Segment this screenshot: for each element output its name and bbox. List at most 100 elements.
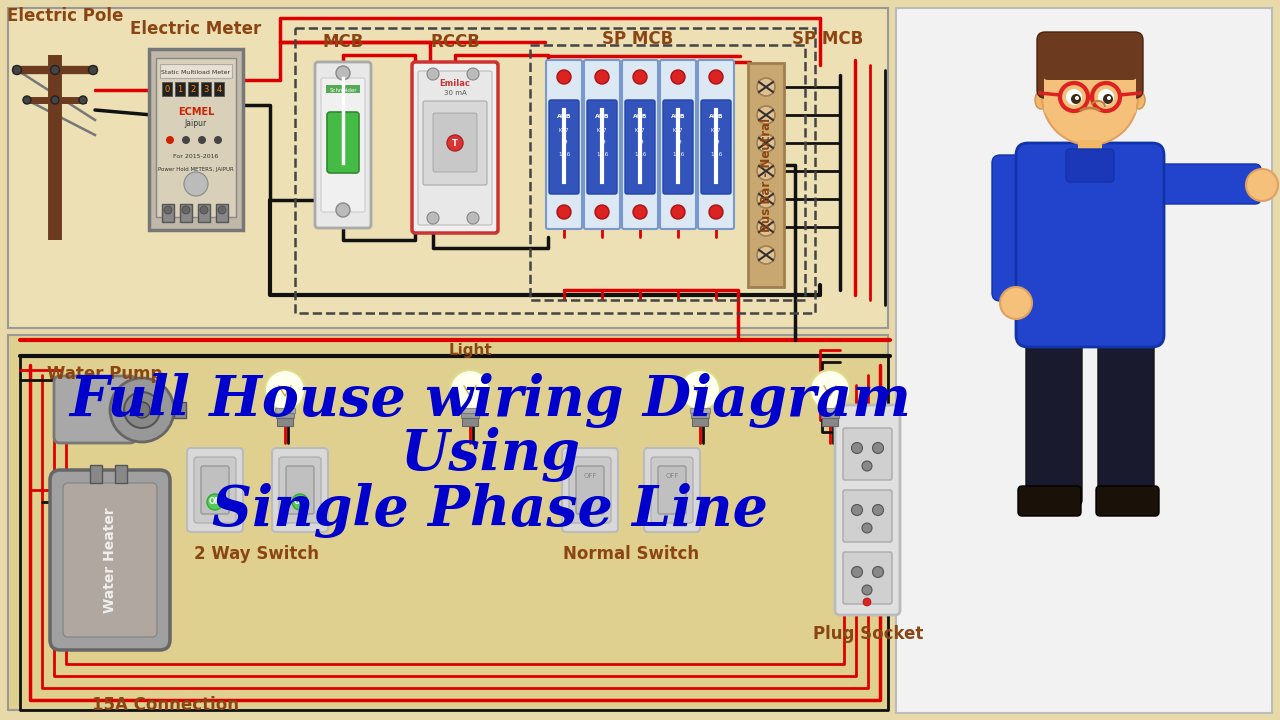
Text: 2: 2 bbox=[191, 86, 196, 94]
Text: ABB: ABB bbox=[595, 114, 609, 120]
Circle shape bbox=[756, 218, 774, 236]
FancyBboxPatch shape bbox=[54, 376, 136, 443]
Text: Water Pump: Water Pump bbox=[47, 365, 163, 383]
Text: Electric Pole: Electric Pole bbox=[6, 7, 123, 25]
Text: For 2015-2016: For 2015-2016 bbox=[173, 155, 219, 160]
FancyBboxPatch shape bbox=[315, 62, 371, 228]
Circle shape bbox=[184, 172, 207, 196]
Circle shape bbox=[756, 106, 774, 124]
Circle shape bbox=[1107, 96, 1111, 100]
FancyBboxPatch shape bbox=[273, 448, 328, 532]
Bar bbox=[276, 418, 293, 426]
Bar bbox=[201, 82, 211, 96]
Circle shape bbox=[214, 136, 221, 144]
Circle shape bbox=[557, 70, 571, 84]
Text: 1.16: 1.16 bbox=[710, 151, 722, 156]
FancyBboxPatch shape bbox=[187, 448, 243, 532]
Circle shape bbox=[861, 461, 872, 471]
Text: ⊕: ⊕ bbox=[637, 139, 643, 145]
FancyBboxPatch shape bbox=[63, 483, 157, 637]
Circle shape bbox=[51, 96, 59, 104]
FancyBboxPatch shape bbox=[1027, 324, 1082, 506]
Bar bbox=[163, 204, 174, 222]
Text: ON: ON bbox=[209, 498, 221, 506]
FancyBboxPatch shape bbox=[622, 60, 658, 229]
FancyBboxPatch shape bbox=[1043, 40, 1137, 80]
Bar bbox=[275, 408, 294, 413]
Text: OFF: OFF bbox=[666, 473, 678, 479]
FancyBboxPatch shape bbox=[698, 60, 733, 229]
Text: KB7: KB7 bbox=[635, 127, 645, 132]
Circle shape bbox=[851, 567, 863, 577]
Circle shape bbox=[671, 205, 685, 219]
FancyBboxPatch shape bbox=[50, 470, 170, 650]
FancyBboxPatch shape bbox=[1016, 143, 1164, 347]
Circle shape bbox=[164, 206, 172, 214]
Circle shape bbox=[182, 206, 189, 214]
Circle shape bbox=[1071, 94, 1082, 104]
Circle shape bbox=[166, 136, 174, 144]
Circle shape bbox=[265, 370, 305, 410]
Text: KB7: KB7 bbox=[596, 127, 607, 132]
Circle shape bbox=[709, 205, 723, 219]
Circle shape bbox=[873, 505, 883, 516]
Text: Light: Light bbox=[448, 343, 492, 358]
Bar bbox=[160, 64, 232, 78]
Circle shape bbox=[756, 134, 774, 152]
Text: ABB: ABB bbox=[709, 114, 723, 120]
Text: Bus Bar - Neutral: Bus Bar - Neutral bbox=[759, 118, 773, 232]
Text: ON: ON bbox=[293, 498, 306, 506]
FancyBboxPatch shape bbox=[285, 466, 314, 514]
Circle shape bbox=[13, 66, 22, 74]
Bar bbox=[174, 402, 186, 418]
Circle shape bbox=[851, 505, 863, 516]
FancyBboxPatch shape bbox=[148, 49, 243, 230]
Text: Jaipur: Jaipur bbox=[184, 120, 207, 128]
Bar bbox=[90, 465, 102, 483]
Circle shape bbox=[23, 96, 31, 104]
Circle shape bbox=[124, 392, 160, 428]
Circle shape bbox=[634, 205, 646, 219]
Circle shape bbox=[292, 494, 308, 510]
FancyBboxPatch shape bbox=[326, 112, 358, 173]
Ellipse shape bbox=[1036, 91, 1047, 109]
Circle shape bbox=[756, 78, 774, 96]
Bar bbox=[822, 418, 838, 426]
Bar bbox=[276, 413, 294, 418]
Text: Using: Using bbox=[401, 428, 580, 482]
Bar bbox=[198, 204, 210, 222]
Circle shape bbox=[447, 135, 463, 151]
Circle shape bbox=[451, 370, 490, 410]
Circle shape bbox=[634, 70, 646, 84]
Bar bbox=[188, 82, 198, 96]
Bar bbox=[175, 82, 186, 96]
FancyBboxPatch shape bbox=[748, 63, 783, 287]
Text: ABB: ABB bbox=[632, 114, 648, 120]
Circle shape bbox=[182, 136, 189, 144]
FancyBboxPatch shape bbox=[1066, 149, 1114, 182]
Circle shape bbox=[863, 598, 870, 606]
FancyBboxPatch shape bbox=[279, 457, 321, 523]
FancyBboxPatch shape bbox=[1096, 486, 1158, 516]
FancyBboxPatch shape bbox=[1018, 486, 1082, 516]
Bar bbox=[8, 335, 888, 710]
FancyBboxPatch shape bbox=[419, 71, 492, 225]
Text: 30 mA: 30 mA bbox=[444, 90, 466, 96]
FancyBboxPatch shape bbox=[1098, 324, 1155, 506]
Circle shape bbox=[134, 402, 150, 418]
Circle shape bbox=[428, 212, 439, 224]
Bar bbox=[461, 413, 479, 418]
Circle shape bbox=[756, 246, 774, 264]
Bar bbox=[163, 82, 172, 96]
Bar bbox=[820, 408, 840, 413]
FancyBboxPatch shape bbox=[652, 457, 692, 523]
Text: Water Heater: Water Heater bbox=[102, 507, 116, 613]
Circle shape bbox=[1066, 89, 1082, 105]
Bar bbox=[1078, 140, 1102, 160]
FancyBboxPatch shape bbox=[844, 490, 892, 542]
Circle shape bbox=[207, 494, 223, 510]
Bar bbox=[896, 8, 1272, 713]
Bar bbox=[820, 413, 838, 418]
Circle shape bbox=[200, 206, 207, 214]
Circle shape bbox=[680, 370, 719, 410]
